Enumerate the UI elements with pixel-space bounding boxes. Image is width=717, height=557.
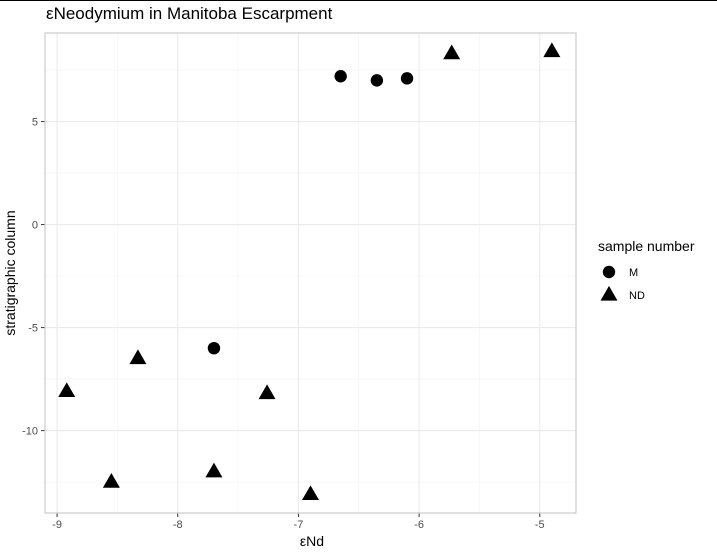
data-point-nd bbox=[58, 382, 76, 398]
legend-key-circle-icon bbox=[602, 265, 616, 279]
top-rule bbox=[0, 0, 717, 1]
data-point-m bbox=[334, 70, 347, 83]
legend-title: sample number bbox=[598, 238, 695, 254]
plot-area: -9 -8 -7 -6 -5 5 0 -5 -10 bbox=[22, 32, 577, 531]
x-axis-title: εNd bbox=[300, 533, 324, 549]
chart-title: εNeodymium in Manitoba Escarpment bbox=[46, 4, 333, 23]
x-tick-label: -5 bbox=[535, 519, 545, 531]
x-tick-label: -9 bbox=[52, 519, 62, 531]
y-tick-label: -10 bbox=[22, 426, 38, 438]
x-tick-label: -8 bbox=[173, 519, 183, 531]
data-point-nd bbox=[258, 384, 276, 400]
y-axis-title: stratigraphic column bbox=[2, 210, 18, 335]
legend-label: ND bbox=[629, 290, 645, 302]
data-point-m bbox=[370, 74, 384, 87]
data-point-nd bbox=[129, 349, 147, 365]
panel-background bbox=[45, 33, 576, 513]
data-point-nd bbox=[543, 42, 561, 58]
data-point-m bbox=[207, 341, 221, 355]
data-point-nd bbox=[102, 472, 120, 488]
y-tick-label: -5 bbox=[28, 323, 38, 335]
legend: sample number M ND bbox=[598, 238, 695, 302]
data-point-m bbox=[400, 72, 414, 85]
data-point-nd bbox=[205, 462, 223, 478]
x-tick-label: -7 bbox=[294, 519, 304, 531]
data-point-nd bbox=[302, 485, 319, 501]
y-tick-label: 5 bbox=[32, 117, 38, 129]
data-point-nd bbox=[443, 44, 461, 60]
legend-key-triangle-icon bbox=[600, 285, 618, 301]
y-tick-label: 0 bbox=[32, 220, 38, 232]
panel-border bbox=[44, 32, 577, 514]
legend-label: M bbox=[629, 267, 638, 279]
x-tick-label: -6 bbox=[414, 519, 424, 531]
